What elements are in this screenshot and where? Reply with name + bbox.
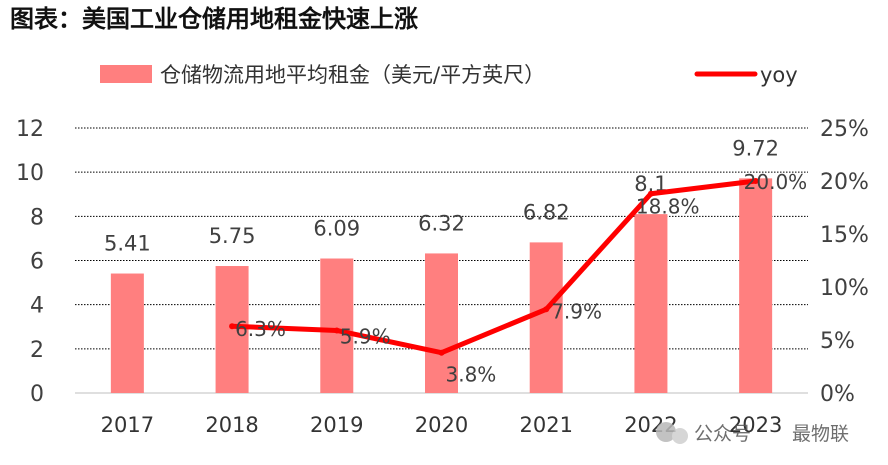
yoy-value-label: 5.9%	[340, 324, 391, 348]
right-tick-label: 15%	[820, 223, 869, 248]
bar	[529, 242, 563, 393]
yoy-labels: 6.3% 5.9% 3.8% 7.9% 18.8% 20.0%	[235, 170, 807, 387]
bar-value-label: 6.09	[313, 217, 360, 241]
x-tick-label: 2021	[519, 413, 572, 437]
x-tick-label: 2020	[415, 413, 468, 437]
chart-title: 图表：美国工业仓储用地租金快速上涨	[10, 5, 418, 33]
yoy-point	[752, 178, 759, 184]
left-tick-label: 4	[30, 294, 44, 319]
left-tick-label: 0	[30, 382, 44, 407]
yoy-value-label: 18.8%	[636, 195, 700, 219]
yoy-point	[333, 327, 340, 334]
legend: 仓储物流用地平均租金（美元/平方英尺） yoy	[100, 63, 798, 87]
yoy-point	[647, 190, 654, 197]
watermark-name: 最物联	[792, 423, 849, 445]
bar	[110, 273, 144, 393]
left-tick-label: 8	[30, 205, 44, 230]
x-tick-label: 2019	[310, 413, 363, 437]
bar	[739, 178, 773, 393]
bar	[634, 214, 668, 393]
bar-value-label: 6.32	[418, 211, 465, 235]
left-tick-label: 2	[30, 338, 44, 363]
bar-value-label: 5.75	[209, 224, 256, 248]
left-axis: 0 2 4 6 8 10 12	[16, 117, 44, 407]
bar	[320, 258, 354, 393]
right-tick-label: 20%	[820, 170, 869, 195]
x-tick-label: 2023	[729, 413, 782, 437]
bar	[215, 266, 249, 393]
left-tick-label: 10	[16, 161, 44, 186]
bar-value-label: 6.82	[523, 200, 570, 224]
wechat-icon	[656, 422, 676, 442]
bar-value-label: 9.72	[732, 136, 779, 160]
right-tick-label: 10%	[820, 276, 869, 301]
yoy-line	[229, 178, 759, 356]
yoy-value-label: 3.8%	[446, 363, 497, 387]
x-tick-label: 2018	[205, 413, 258, 437]
right-axis: 0% 5% 10% 15% 20% 25%	[820, 117, 869, 407]
right-tick-label: 5%	[820, 329, 855, 354]
legend-bar-swatch	[100, 65, 152, 83]
yoy-value-label: 7.9%	[551, 299, 602, 323]
yoy-line-series	[229, 178, 759, 356]
right-tick-label: 0%	[820, 382, 855, 407]
yoy-point	[543, 306, 550, 313]
bar-labels: 5.41 5.75 6.09 6.32 6.828.19.72	[104, 136, 779, 255]
yoy-value-label: 6.3%	[235, 317, 286, 341]
left-tick-label: 6	[30, 250, 44, 275]
wechat-icon-bubble	[672, 428, 688, 444]
bar-value-label: 5.41	[104, 232, 151, 256]
yoy-value-label: 20.0%	[744, 170, 808, 194]
yoy-point	[438, 349, 445, 356]
left-tick-label: 12	[16, 117, 44, 142]
x-axis: 2017 2018 2019 2020 2021 2022 2023	[101, 413, 783, 437]
bar	[425, 253, 458, 393]
legend-bar-label: 仓储物流用地平均租金（美元/平方英尺）	[160, 63, 545, 87]
x-tick-label: 2017	[101, 413, 154, 437]
right-tick-label: 25%	[820, 117, 869, 142]
legend-line-label: yoy	[760, 63, 798, 87]
watermark-channel: 公众号	[694, 423, 751, 445]
bar-series	[110, 178, 773, 393]
watermark: 公众号 最物联	[656, 422, 849, 445]
yoy-point	[229, 323, 236, 330]
